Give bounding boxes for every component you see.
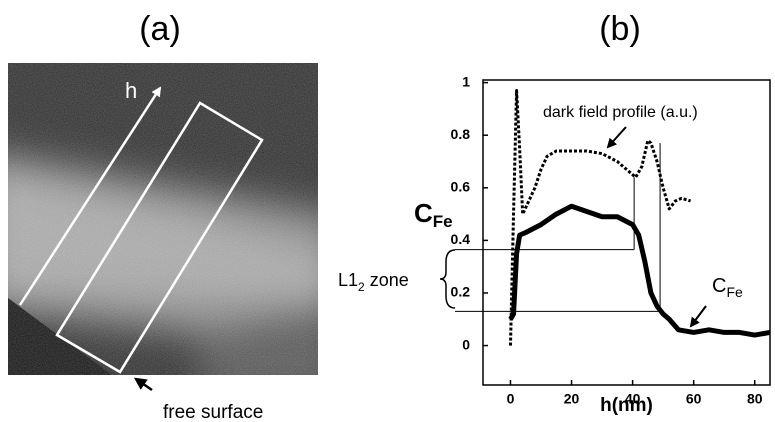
y-tick-label: 0.2 — [451, 284, 471, 300]
x-tick-label: 20 — [564, 391, 580, 407]
brace — [439, 249, 456, 309]
y-tick-label: 0.4 — [451, 231, 471, 247]
x-tick-label: 40 — [625, 391, 641, 407]
text-part: zone — [365, 270, 409, 290]
data-line — [508, 203, 771, 338]
y-tick-label: 0.6 — [451, 179, 471, 195]
annotation: free surface — [163, 402, 263, 422]
x-axis-label: h(nm) — [600, 395, 653, 416]
x-tick-label: 80 — [747, 391, 763, 407]
text-part: C — [712, 275, 726, 297]
text-part: dark field profile (a.u.) — [543, 104, 698, 121]
micrograph — [8, 63, 318, 375]
subscript: 2 — [358, 280, 365, 294]
axis-label: h — [125, 78, 137, 103]
arrow — [606, 126, 627, 149]
text-part: L1 — [338, 270, 358, 290]
annotation: L12 zone — [338, 270, 409, 294]
x-tick-label: 60 — [686, 391, 702, 407]
y-tick-label: 1 — [462, 73, 470, 89]
plot-frame — [482, 79, 771, 386]
text-part: C — [414, 198, 433, 228]
annotation: dark field profile (a.u.) — [543, 104, 698, 121]
y-tick-label: 0.8 — [451, 126, 471, 142]
panel-label: (a) — [139, 10, 181, 48]
arrow — [689, 305, 707, 328]
y-axis-label: CFe — [414, 198, 453, 231]
subscript: Fe — [726, 284, 743, 300]
y-tick-label: 0 — [462, 336, 470, 352]
arrow — [133, 377, 153, 392]
annotation: CFe — [712, 275, 743, 300]
subscript: Fe — [433, 212, 453, 231]
x-tick-label: 0 — [507, 391, 515, 407]
panel-label: (b) — [599, 10, 641, 48]
